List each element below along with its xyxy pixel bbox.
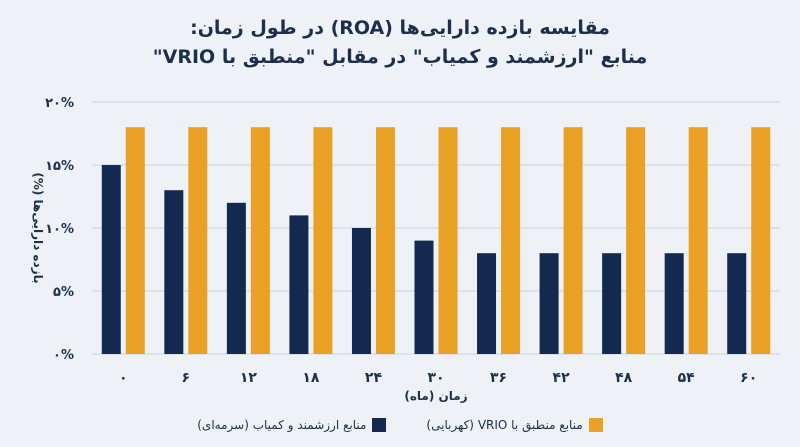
x-tick-label: ۱۸ [302, 370, 320, 386]
bar-navy [351, 228, 371, 354]
bar-gold [188, 127, 208, 354]
bar-navy [414, 240, 434, 354]
bar-gold [125, 127, 145, 354]
bar-gold [626, 127, 646, 354]
bar-navy [164, 190, 184, 354]
bar-navy [602, 253, 622, 354]
bar-navy [664, 253, 684, 354]
x-axis-label: زمان (ماه) [404, 389, 467, 403]
y-tick-label: ۲۰% [45, 96, 74, 111]
x-tick-label: ۱۲ [240, 370, 258, 386]
y-tick-label: ۰% [53, 348, 74, 363]
bar-navy [101, 165, 121, 354]
x-tick-label: ۴۲ [553, 370, 571, 386]
chart-title: مقایسه بازده دارایی‌ها (ROA) در طول زمان… [0, 14, 800, 72]
y-tick-label: ۱۰% [45, 222, 74, 237]
bar-gold [375, 127, 395, 354]
bar-navy [226, 202, 246, 354]
bar-gold [688, 127, 708, 354]
bar-gold [438, 127, 458, 354]
x-tick-label: ۵۴ [678, 370, 696, 386]
x-tick-label: ۴۸ [615, 370, 633, 386]
bar-navy [727, 253, 747, 354]
x-tick-label: ۶۰ [740, 370, 757, 386]
bar-gold [250, 127, 270, 354]
bar-navy [289, 215, 309, 354]
x-tick-label: ۶ [182, 370, 191, 386]
legend-swatch-navy [372, 418, 387, 432]
x-tick-label: ۰ [119, 370, 128, 386]
bar-gold [751, 127, 771, 354]
chart-title-line-1: مقایسه بازده دارایی‌ها (ROA) در طول زمان… [190, 17, 610, 39]
x-tick-label: ۳۰ [427, 370, 444, 386]
y-tick-label: ۱۵% [45, 159, 74, 174]
bar-gold [501, 127, 521, 354]
bar-gold [313, 127, 333, 354]
x-tick-label: ۲۴ [365, 370, 383, 386]
y-axis-label: بازده دارایی‌ها (%) [31, 172, 45, 283]
bar-navy [539, 253, 559, 354]
chart-legend: منابع منطبق با VRIO (کهربایی) منابع ارزش… [0, 418, 800, 432]
y-tick-label: ۵% [53, 285, 74, 300]
legend-label-gold: منابع منطبق با VRIO (کهربایی) [426, 418, 583, 432]
legend-swatch-gold [588, 418, 603, 432]
x-tick-label: ۳۶ [490, 370, 507, 386]
bar-gold [563, 127, 583, 354]
chart-title-line-2: منابع "ارزشمند و کمیاب" در مقابل "منطبق … [152, 46, 648, 68]
legend-item-navy: منابع ارزشمند و کمیاب (سرمه‌ای) [197, 418, 387, 432]
legend-label-navy: منابع ارزشمند و کمیاب (سرمه‌ای) [197, 418, 367, 432]
legend-item-gold: منابع منطبق با VRIO (کهربایی) [426, 418, 603, 432]
bar-navy [477, 253, 497, 354]
